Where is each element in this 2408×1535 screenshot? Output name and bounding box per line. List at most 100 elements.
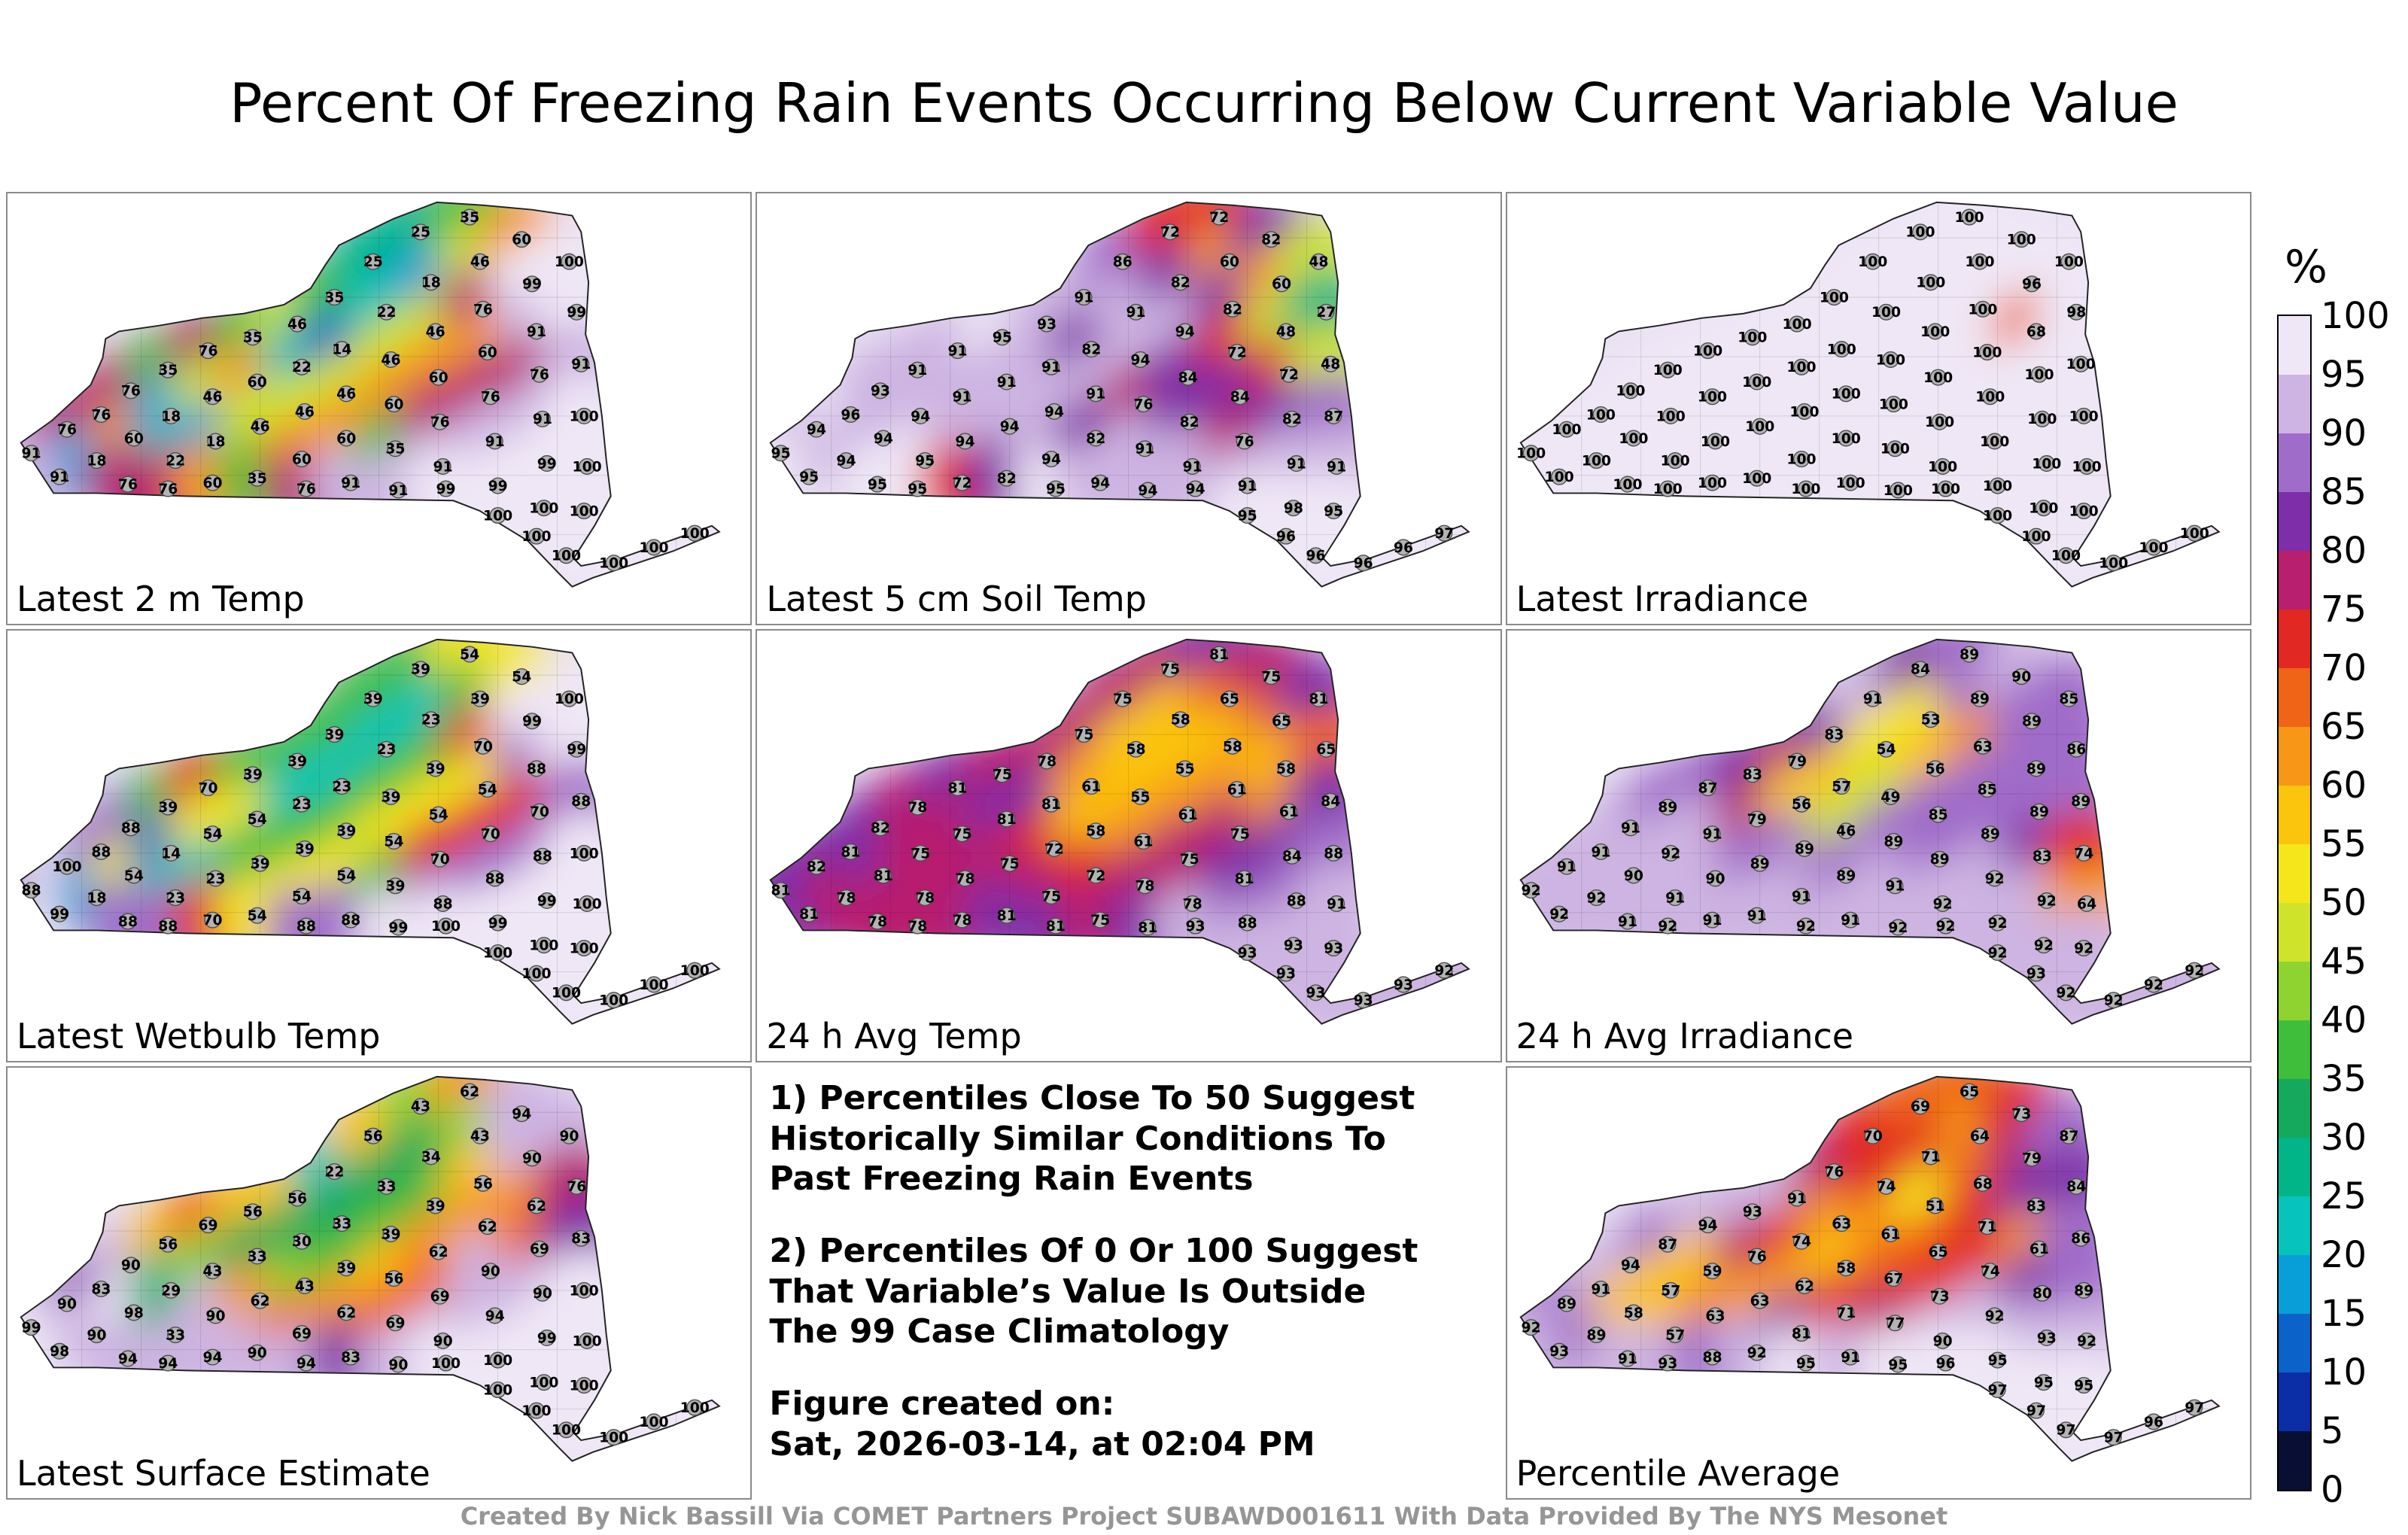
station-marker bbox=[1162, 223, 1179, 241]
station-value: 100 bbox=[573, 1333, 602, 1349]
station-marker bbox=[1981, 1263, 1999, 1280]
map-svg: 1001001001001001001001001001001001001001… bbox=[1516, 201, 2221, 588]
station-marker bbox=[1135, 833, 1152, 850]
station-value: 58 bbox=[1171, 713, 1190, 728]
station-marker bbox=[1989, 506, 2006, 524]
station-marker bbox=[576, 1281, 593, 1299]
station-marker bbox=[1625, 867, 1642, 884]
station-marker bbox=[1436, 524, 1453, 542]
station-marker bbox=[248, 1248, 266, 1265]
map-panel-latest-irradiance: 100 100 100 100 100 100 100 100 100 100 100 100 100 1… bbox=[1505, 192, 2251, 625]
station-value: 65 bbox=[1220, 692, 1239, 707]
station-marker bbox=[244, 1203, 261, 1220]
station-value: 33 bbox=[248, 1249, 267, 1265]
station-marker bbox=[1795, 840, 1813, 857]
station-marker bbox=[431, 850, 448, 868]
station-value: 100 bbox=[1858, 254, 1887, 270]
station-marker bbox=[119, 1350, 137, 1367]
station-value: 60 bbox=[512, 233, 531, 248]
station-marker bbox=[1931, 850, 1948, 868]
station-marker bbox=[1550, 905, 1567, 923]
station-value: 90 bbox=[121, 1258, 141, 1274]
station-value: 99 bbox=[488, 479, 508, 494]
station-value: 90 bbox=[248, 1345, 267, 1361]
station-value: 100 bbox=[1655, 409, 1685, 424]
station-marker bbox=[2027, 323, 2045, 340]
station-value: 84 bbox=[2066, 1179, 2086, 1195]
station-value: 93 bbox=[871, 384, 890, 400]
station-marker bbox=[88, 889, 105, 907]
station-marker bbox=[461, 1083, 479, 1100]
station-marker bbox=[1083, 778, 1100, 795]
station-marker bbox=[1592, 843, 1610, 860]
station-marker bbox=[382, 788, 400, 805]
station-marker bbox=[772, 445, 789, 462]
station-marker bbox=[288, 1190, 306, 1207]
station-marker bbox=[160, 1236, 177, 1253]
station-marker bbox=[1179, 369, 1197, 386]
station-value: 18 bbox=[161, 409, 181, 424]
station-value: 92 bbox=[1796, 919, 1816, 935]
station-marker bbox=[1989, 1351, 2006, 1369]
station-marker bbox=[1176, 323, 1194, 340]
station-marker bbox=[125, 1304, 142, 1321]
station-marker bbox=[1707, 433, 1724, 450]
station-value: 54 bbox=[429, 807, 448, 823]
station-value: 100 bbox=[1582, 453, 1611, 469]
station-value: 58 bbox=[1126, 742, 1146, 758]
station-value: 99 bbox=[436, 482, 455, 497]
station-marker bbox=[378, 303, 395, 321]
colorbar-segment bbox=[2279, 1020, 2310, 1079]
station-value: 54 bbox=[292, 889, 312, 904]
station-value: 48 bbox=[1321, 357, 1340, 372]
station-marker bbox=[1038, 315, 1056, 333]
station-value: 90 bbox=[388, 1357, 408, 1373]
station-marker bbox=[1043, 888, 1060, 905]
station-value: 18 bbox=[87, 453, 106, 469]
station-value: 95 bbox=[2074, 1378, 2093, 1394]
station-marker bbox=[1221, 253, 1239, 270]
station-value: 91 bbox=[485, 434, 505, 450]
station-marker bbox=[461, 646, 479, 663]
station-marker bbox=[1307, 547, 1324, 564]
station-value: 91 bbox=[527, 324, 546, 340]
station-marker bbox=[1172, 711, 1190, 728]
station-value: 88 bbox=[121, 821, 141, 837]
station-value: 88 bbox=[158, 919, 178, 935]
station-marker bbox=[1981, 825, 1999, 843]
station-value: 92 bbox=[2074, 941, 2093, 957]
station-value: 58 bbox=[1623, 1306, 1643, 1321]
station-marker bbox=[248, 373, 266, 391]
station-value: 93 bbox=[2026, 966, 2046, 982]
station-value: 100 bbox=[1586, 407, 1615, 423]
colorbar-tick-label: 95 bbox=[2321, 354, 2367, 396]
station-value: 54 bbox=[1876, 742, 1896, 758]
station-value: 96 bbox=[1394, 540, 1413, 556]
station-value: 60 bbox=[248, 375, 267, 391]
station-marker bbox=[1841, 911, 1859, 929]
colorbar-tick-label: 70 bbox=[2321, 647, 2367, 689]
station-value: 58 bbox=[1276, 761, 1296, 777]
station-marker bbox=[430, 806, 447, 823]
station-value: 78 bbox=[868, 914, 887, 930]
station-value: 62 bbox=[336, 1306, 356, 1321]
station-marker bbox=[204, 911, 221, 929]
map-panel-24h-avg-temp: 81 82 81 81 78 82 81 78 78 75 78 78 81 75 78 78 75 81 75 81… bbox=[756, 629, 1502, 1062]
station-marker bbox=[412, 223, 430, 241]
station-marker bbox=[207, 1307, 224, 1324]
station-marker bbox=[1922, 274, 1939, 291]
station-marker bbox=[199, 780, 217, 797]
station-marker bbox=[1886, 440, 1904, 457]
panel-label: 24 h Avg Irradiance bbox=[1516, 1016, 1854, 1056]
station-value: 35 bbox=[460, 210, 479, 226]
station-marker bbox=[431, 413, 448, 430]
station-value: 91 bbox=[1665, 890, 1685, 906]
station-value: 78 bbox=[908, 919, 928, 935]
figure-created-value: Sat, 2026-03-14, at 02:04 PM bbox=[769, 1424, 1315, 1464]
station-marker bbox=[2072, 355, 2089, 372]
station-value: 100 bbox=[1925, 415, 1954, 430]
station-value: 100 bbox=[1693, 343, 1722, 359]
station-value: 57 bbox=[1661, 1283, 1680, 1299]
station-marker bbox=[1885, 396, 1902, 413]
station-marker bbox=[1748, 470, 1765, 487]
